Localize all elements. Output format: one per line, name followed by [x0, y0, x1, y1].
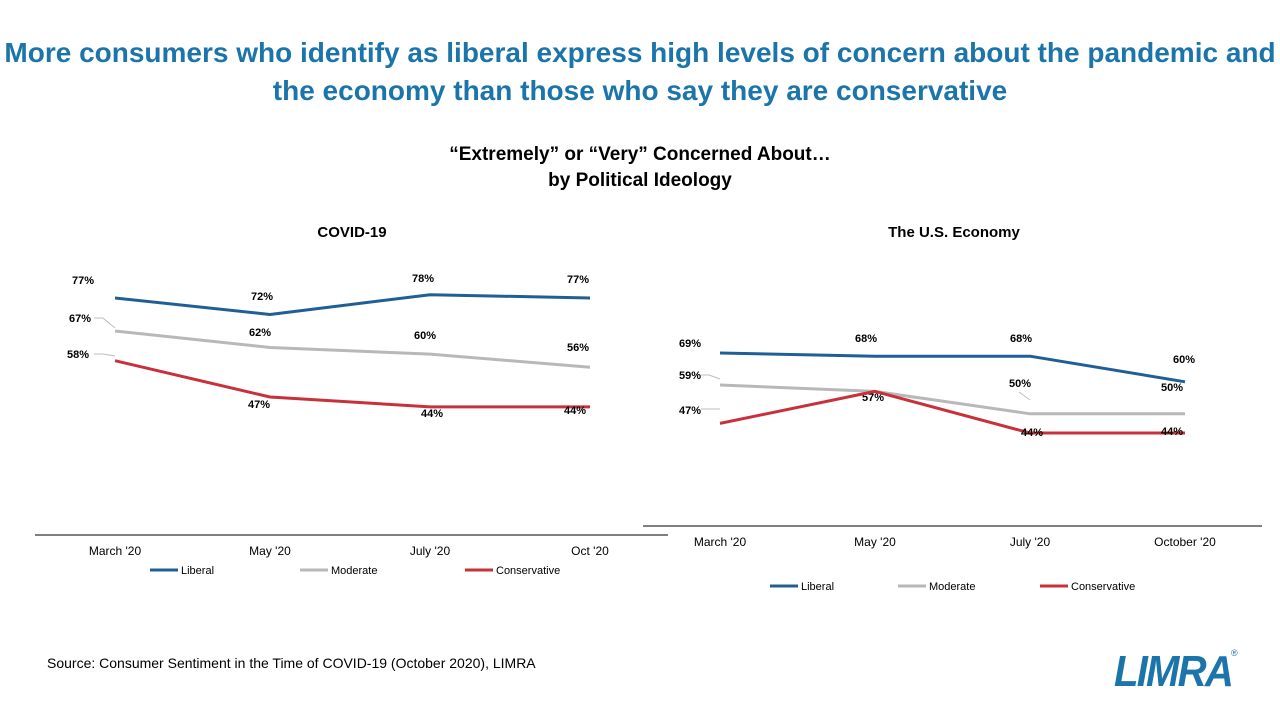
economy-data-label: 69% — [679, 338, 701, 350]
subtitle-line-1: “Extremely” or “Very” Concerned About… — [449, 144, 831, 165]
economy-x-tick-label: October '20 — [1154, 535, 1216, 549]
covid-series-line-moderate — [114, 329, 591, 369]
covid-legend-label-conservative: Conservative — [496, 565, 560, 577]
economy-data-label: 50% — [1161, 382, 1183, 394]
covid-x-tick-label: May '20 — [249, 544, 291, 558]
covid-data-label: 78% — [412, 273, 434, 285]
covid-data-label: 72% — [251, 291, 273, 303]
economy-label-leader — [1018, 391, 1031, 401]
covid-data-label: 47% — [248, 399, 270, 411]
economy-legend-label-moderate: Moderate — [929, 581, 975, 593]
economy-x-tick-label: March '20 — [694, 535, 747, 549]
covid-data-label: 44% — [421, 408, 443, 420]
covid-x-tick-label: July '20 — [410, 544, 451, 558]
economy-series-line-conservative — [719, 389, 1185, 435]
covid-label-leader — [94, 353, 116, 357]
economy-data-label: 68% — [1010, 333, 1032, 345]
economy-data-label: 44% — [1161, 426, 1183, 438]
economy-legend-label-liberal: Liberal — [801, 581, 834, 593]
covid-data-label: 44% — [564, 405, 586, 417]
economy-data-label: 59% — [679, 370, 701, 382]
economy-data-label: 60% — [1173, 354, 1195, 366]
economy-x-tick-label: May '20 — [854, 535, 896, 549]
covid-data-label: 77% — [72, 275, 94, 287]
economy-x-tick-label: July '20 — [1010, 535, 1051, 549]
limra-logo: LIMRA ® — [1114, 647, 1238, 692]
subtitle-line-2: by Political Ideology — [548, 170, 732, 191]
source-note: Source: Consumer Sentiment in the Time o… — [47, 655, 536, 671]
economy-series-line-liberal — [719, 351, 1186, 384]
covid-chart-title: COVID-19 — [317, 224, 387, 241]
covid-data-label: 77% — [567, 274, 589, 286]
covid-x-tick-label: March '20 — [89, 544, 142, 558]
chart-subtitle: “Extremely” or “Very” Concerned About… b… — [340, 142, 940, 194]
covid-data-label: 56% — [567, 342, 589, 354]
covid-data-label: 58% — [67, 349, 89, 361]
covid-legend-label-moderate: Moderate — [331, 565, 377, 577]
economy-series-line-moderate — [719, 383, 1185, 416]
economy-data-label: 47% — [679, 405, 701, 417]
economy-data-label: 50% — [1009, 378, 1031, 390]
covid-legend-label-liberal: Liberal — [181, 565, 214, 577]
economy-label-leader — [701, 374, 721, 380]
covid-data-label: 62% — [249, 327, 271, 339]
logo-text: LIMRA — [1114, 647, 1232, 692]
covid-label-leader — [94, 317, 116, 329]
svg-text:®: ® — [1231, 648, 1238, 658]
covid-data-label: 60% — [414, 330, 436, 342]
covid-series-line-liberal — [114, 293, 591, 316]
charts-canvas: March '20 May '20 July '20 Oct '20 77% 72% 78%… — [35, 273, 1262, 593]
economy-data-label: 57% — [862, 392, 884, 404]
covid-data-label: 67% — [69, 313, 91, 325]
covid-x-tick-label: Oct '20 — [571, 544, 609, 558]
economy-data-label: 44% — [1021, 427, 1043, 439]
covid-series-line-conservative — [114, 359, 590, 409]
economy-chart-title: The U.S. Economy — [888, 224, 1020, 241]
headline: More consumers who identify as liberal e… — [4, 37, 1276, 106]
economy-legend-label-conservative: Conservative — [1071, 581, 1135, 593]
economy-data-label: 68% — [855, 333, 877, 345]
